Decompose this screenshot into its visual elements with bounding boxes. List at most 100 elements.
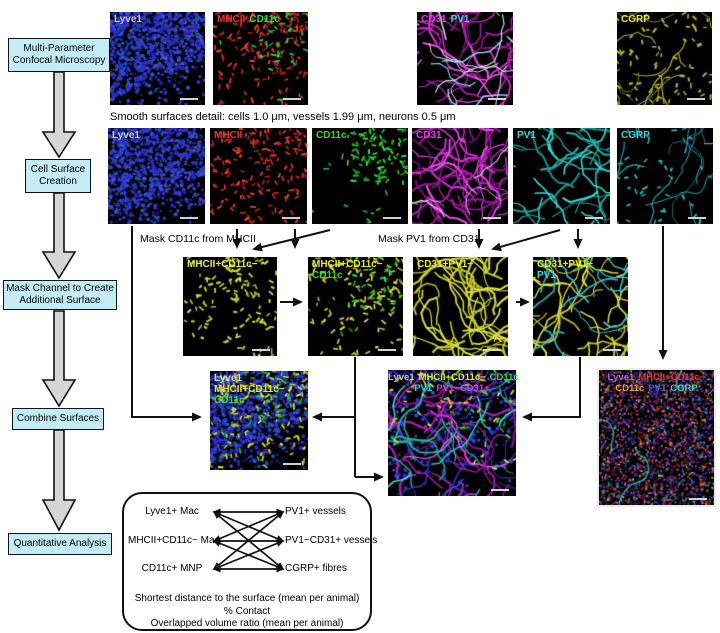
flow-step-mask-channel: Mask Channel to Create Additional Surfac… bbox=[3, 280, 117, 310]
scale-bar bbox=[383, 217, 401, 219]
panel-label: Lyve1 bbox=[112, 130, 140, 141]
marker-label: PV1 bbox=[537, 270, 556, 281]
panel-r4p2: Lyve1 MHCII+CD11c− CD11c PV1 PV1−CD31+ bbox=[388, 370, 519, 496]
panel-label: CD31+PV1− bbox=[417, 259, 473, 270]
mask-cd11c-from-mhcii-label: Mask CD11c from MHCII bbox=[140, 233, 256, 245]
marker-label: CD31+PV1− bbox=[537, 259, 594, 270]
panel-image-r1p2 bbox=[213, 12, 308, 105]
scale-bar bbox=[488, 98, 506, 100]
panel-r3p1: MHCII+CD11c− bbox=[183, 257, 277, 356]
marker-label: MHCII+CD11c− bbox=[418, 372, 486, 383]
flow-step-confocal-microscopy: Multi-Parameter Confocal Microscopy bbox=[8, 38, 110, 72]
panel-label: CGRP bbox=[621, 14, 650, 25]
quant-item-cgrp-fibres: CGRP+ fibres bbox=[285, 563, 347, 574]
block-arrow-1 bbox=[41, 71, 77, 159]
panel-image-r1p3 bbox=[417, 12, 513, 105]
panel-r2p4: CD31 bbox=[412, 128, 508, 224]
panel-image-r4p3 bbox=[599, 370, 714, 505]
quant-item-cd11c-mnp: CD11c+ MNP bbox=[141, 563, 203, 574]
panel-r2p2: MHCII bbox=[210, 128, 307, 224]
marker-label: MHCII bbox=[217, 14, 246, 25]
panel-r3p4: CD31+PV1− PV1 bbox=[533, 257, 628, 356]
scale-bar bbox=[283, 463, 301, 465]
panel-image-r2p1 bbox=[108, 128, 205, 224]
panel-image-r3p1 bbox=[183, 257, 277, 356]
scale-bar bbox=[483, 349, 501, 351]
panel-image-r2p4 bbox=[412, 128, 508, 224]
marker-label: CGRP bbox=[670, 383, 698, 394]
smooth-surfaces-note: Smooth surfaces detail: cells 1.0 μm, ve… bbox=[110, 111, 456, 123]
flow-step-quantitative-analysis: Quantitative Analysis bbox=[8, 533, 112, 555]
panel-r2p3: CD11c bbox=[312, 128, 408, 224]
marker-label: CD11c bbox=[615, 383, 645, 394]
marker-label: Lyve1 bbox=[112, 130, 140, 141]
panel-r4p1: Lyve1 MHCII+CD11c− CD11c bbox=[210, 371, 308, 470]
panel-image-r2p3 bbox=[312, 128, 408, 224]
scale-bar bbox=[689, 498, 707, 500]
panel-image-r4p2 bbox=[388, 370, 516, 496]
metric-overlapped-volume: Overlapped volume ratio (mean per animal… bbox=[150, 618, 344, 629]
panel-label: CD11c bbox=[316, 130, 347, 141]
panel-image-r2p2 bbox=[210, 128, 307, 224]
marker-label: MHCII+CD11c− bbox=[638, 372, 706, 383]
panel-image-r1p4 bbox=[617, 12, 712, 105]
panel-image-r3p2 bbox=[308, 257, 403, 356]
block-arrow-3 bbox=[41, 310, 77, 408]
marker-label: CD11c bbox=[312, 270, 343, 281]
panel-label: PV1 bbox=[517, 130, 536, 141]
scale-bar bbox=[378, 349, 396, 351]
panel-r1p1: Lyve1 bbox=[110, 12, 205, 105]
marker-label: MHCII bbox=[214, 130, 243, 141]
arrow-pv1-to-mask bbox=[491, 229, 561, 252]
quant-item-mhcii-mac: MHCII+CD11c− Mac bbox=[128, 535, 220, 546]
marker-label: Lyve1 bbox=[114, 14, 142, 25]
marker-label: PV1 bbox=[517, 130, 536, 141]
panel-r4p3: Lyve1 MHCII+CD11c− CD11c PV1 CGRP bbox=[597, 368, 716, 507]
marker-label: MHCII+CD11c− bbox=[187, 259, 258, 270]
marker-label: PV1 bbox=[648, 383, 667, 394]
marker-label: PV1 bbox=[414, 383, 433, 394]
comparison-arrows bbox=[212, 508, 285, 573]
marker-label: Lyve1 bbox=[388, 372, 415, 383]
scale-bar bbox=[585, 217, 603, 219]
panel-r2p1: Lyve1 bbox=[108, 128, 205, 224]
panel-image-r3p4 bbox=[533, 257, 628, 356]
quantitative-analysis-box: Lyve1+ Mac MHCII+CD11c− Mac CD11c+ MNP P… bbox=[122, 492, 378, 631]
arrow-cd11c-to-mask bbox=[252, 229, 331, 252]
panel-r2p6: CGRP bbox=[617, 128, 713, 224]
panel-label: CD31 PV1 bbox=[421, 14, 469, 25]
marker-label: CD11c bbox=[214, 395, 245, 406]
metric-shortest-distance: Shortest distance to the surface (mean p… bbox=[134, 593, 360, 604]
marker-label: MHCII+CD11c− bbox=[214, 384, 285, 395]
panel-image-r1p1 bbox=[110, 12, 205, 105]
panel-label: CGRP bbox=[621, 130, 650, 141]
marker-label: MHCII+CD11c− bbox=[312, 259, 383, 270]
marker-label: CD31 bbox=[416, 130, 442, 141]
marker-label: CD11c bbox=[316, 130, 347, 141]
quant-item-lyve1-mac: Lyve1+ Mac bbox=[145, 506, 199, 517]
panel-r1p3: CD31 PV1 bbox=[417, 12, 513, 105]
block-arrow-4 bbox=[41, 429, 77, 532]
marker-label: CGRP bbox=[621, 14, 650, 25]
scale-bar bbox=[687, 98, 705, 100]
panel-label: Lyve1 MHCII+CD11c− CD11c PV1 CGRP bbox=[599, 372, 714, 394]
metric-percent-contact: % Contact bbox=[223, 606, 271, 617]
panel-label: Lyve1 bbox=[114, 14, 142, 25]
panel-label: CD31 bbox=[416, 130, 442, 141]
marker-label: CD31 bbox=[421, 14, 447, 25]
block-arrow-2 bbox=[41, 192, 77, 280]
scale-bar bbox=[283, 98, 301, 100]
panel-r1p2: MHCII CD11c bbox=[213, 12, 308, 105]
panel-r1p4: CGRP bbox=[617, 12, 712, 105]
quant-item-pv1-cd31-vessels: PV1−CD31+ vessels bbox=[285, 535, 378, 546]
panel-label: Lyve1 MHCII+CD11c− CD11c PV1 PV1−CD31+ bbox=[388, 372, 519, 394]
panel-r2p5: PV1 bbox=[513, 128, 610, 224]
marker-label: CD11c bbox=[489, 372, 519, 383]
scale-bar bbox=[483, 217, 501, 219]
scale-bar bbox=[180, 217, 198, 219]
scale-bar bbox=[252, 349, 270, 351]
marker-label: PV1−CD31+ bbox=[436, 383, 490, 394]
panel-r3p3: CD31+PV1− bbox=[413, 257, 508, 356]
panel-label: CD31+PV1− PV1 bbox=[537, 259, 593, 281]
